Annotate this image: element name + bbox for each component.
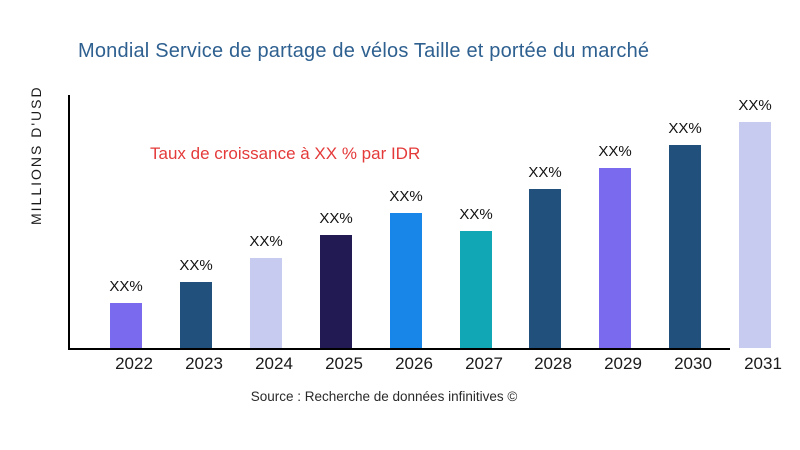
- bar: [599, 168, 631, 348]
- bar-value-label: XX%: [179, 257, 213, 274]
- bar: [529, 189, 561, 348]
- bar-value-label: XX%: [528, 164, 562, 181]
- bar: [460, 231, 492, 348]
- x-tick-label: 2023: [185, 354, 223, 373]
- x-axis-line: [68, 348, 730, 350]
- bar: [320, 235, 352, 348]
- bar-value-label: XX%: [249, 233, 283, 250]
- x-tick-label: 2031: [744, 354, 782, 373]
- bar-value-label: XX%: [459, 206, 493, 223]
- bar-value-label: XX%: [319, 210, 353, 227]
- y-axis-title: MILLIONS D'USD: [28, 85, 44, 225]
- x-tick-label: 2025: [325, 354, 363, 373]
- x-tick-label: 2022: [115, 354, 153, 373]
- bar-value-label: XX%: [738, 97, 772, 114]
- bar: [739, 122, 771, 348]
- bar-value-label: XX%: [109, 278, 143, 295]
- x-tick-label: 2026: [395, 354, 433, 373]
- bar: [250, 258, 282, 348]
- x-tick-label: 2028: [534, 354, 572, 373]
- x-tick-label: 2030: [674, 354, 712, 373]
- bar-value-label: XX%: [598, 143, 632, 160]
- bar: [669, 145, 701, 348]
- bar-value-label: XX%: [668, 120, 702, 137]
- growth-rate-annotation: Taux de croissance à XX % par IDR: [150, 144, 421, 163]
- bar-value-label: XX%: [389, 188, 423, 205]
- bar: [390, 213, 422, 348]
- y-axis-line: [68, 95, 70, 350]
- chart-title: Mondial Service de partage de vélos Tail…: [78, 40, 650, 62]
- source-note: Source : Recherche de données infinitive…: [250, 389, 518, 404]
- bar: [110, 303, 142, 348]
- x-tick-label: 2029: [604, 354, 642, 373]
- bar: [180, 282, 212, 348]
- x-tick-label: 2024: [255, 354, 293, 373]
- x-tick-label: 2027: [465, 354, 503, 373]
